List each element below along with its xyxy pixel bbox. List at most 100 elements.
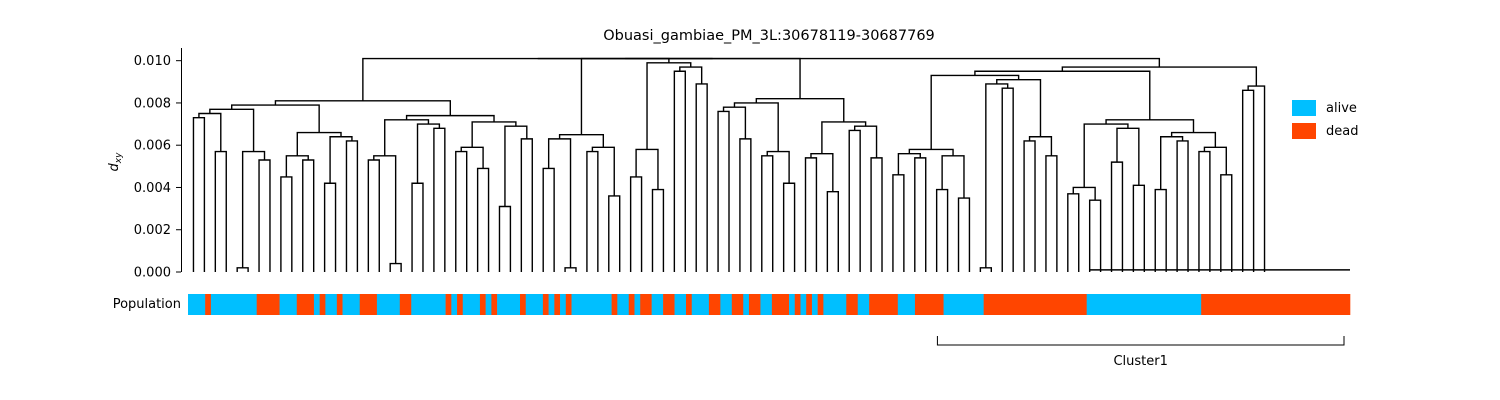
population-segment-dead (794, 294, 801, 315)
population-segment-dead (520, 294, 527, 315)
population-segment-dead (771, 294, 790, 315)
population-segment-dead (708, 294, 721, 315)
dendrogram-link (280, 176, 293, 272)
population-segment-alive (525, 294, 544, 315)
population-segment-dead (491, 294, 498, 315)
dendrogram-link (558, 133, 605, 148)
population-segment-alive (548, 294, 555, 315)
dendrogram-link (1023, 140, 1036, 272)
population-segment-alive (376, 294, 401, 315)
dendrogram-link (580, 57, 670, 135)
dendrogram-link (296, 131, 342, 156)
dendrogram-link (241, 150, 266, 268)
population-segment-dead (554, 294, 561, 315)
population-segment-dead (296, 294, 315, 315)
population-segment-dead (663, 294, 675, 315)
population-segment-alive (411, 294, 446, 315)
legend-swatch-alive (1292, 100, 1316, 116)
y-tick-label: 0.002 (134, 223, 171, 238)
dendrogram-link (717, 110, 730, 272)
dendrogram-link (373, 155, 397, 264)
dendrogram-link (274, 100, 452, 116)
population-segment-dead (983, 294, 1087, 315)
dendrogram-link (192, 117, 206, 272)
dendrogram-link (935, 188, 949, 272)
population-segment-alive (279, 294, 298, 315)
population-segment-alive (674, 294, 687, 315)
dendrogram-link (1116, 127, 1140, 186)
dendrogram-link (892, 174, 905, 272)
dendrogram-link (870, 157, 883, 272)
y-axis-label: dxy (107, 152, 124, 172)
dendrogram-link (537, 57, 1161, 68)
population-segment-dead (399, 294, 412, 315)
population-segment-alive (617, 294, 630, 315)
population-segment-dead (611, 294, 618, 315)
y-tick-label: 0.010 (134, 54, 171, 69)
dendrogram-link (1083, 123, 1129, 188)
population-segment-alive (485, 294, 492, 315)
dendrogram-link (476, 167, 490, 272)
population-segment-dead (640, 294, 652, 315)
dendrogram-link (957, 197, 971, 272)
dendrogram-link (258, 159, 271, 272)
population-segment-alive (634, 294, 641, 315)
dendrogram-link (755, 98, 845, 122)
population-segment-dead (205, 294, 212, 315)
population-segment-alive (571, 294, 612, 315)
population-bar (188, 294, 1351, 315)
dendrogram-link (985, 83, 1009, 268)
dendrogram-link (673, 70, 686, 272)
population-segment-alive (188, 294, 206, 315)
dendrogram-link (1072, 186, 1096, 201)
dendrogram-link (1160, 136, 1184, 190)
legend-label-alive: alive (1326, 101, 1357, 116)
chart-title: Obuasi_gambiae_PM_3L:30678119-30687769 (603, 28, 935, 44)
legend-swatch-dead (1292, 123, 1316, 139)
dendrogram-link (209, 108, 255, 152)
dendrogram-link (389, 262, 402, 272)
dendrogram-link (1001, 87, 1014, 272)
dendrogram-link (1176, 140, 1189, 272)
population-segment-dead (846, 294, 859, 315)
dendrogram-link (285, 155, 309, 177)
population-segment-alive (462, 294, 481, 315)
dendrogram-link (586, 150, 599, 272)
y-axis-label-main: d (107, 162, 122, 171)
cluster-bracket-line (936, 336, 1345, 346)
dendrogram-link (1154, 188, 1167, 272)
dendrogram-link (411, 182, 424, 272)
dendrogram-link (329, 136, 353, 184)
y-tick-label: 0.008 (134, 96, 171, 111)
dendrogram-link (564, 267, 577, 272)
dendrogram-link (651, 188, 665, 272)
population-segment-dead (457, 294, 464, 315)
population-segment-dead (686, 294, 693, 315)
y-tick-label: 0.004 (134, 181, 171, 196)
population-segment-alive (800, 294, 807, 315)
dendrogram-link (1045, 155, 1058, 272)
y-ticks: 0.000 0.002 0.004 0.006 0.008 0.010 (134, 54, 181, 281)
dendrogram-link (1061, 66, 1258, 87)
population-segment-alive (1086, 294, 1202, 315)
dendrogram-link (498, 205, 512, 272)
dendrogram-link (236, 267, 249, 272)
dendrogram-link (504, 125, 528, 207)
dendrogram-link (979, 267, 993, 272)
dendrogram-link (1105, 119, 1195, 133)
y-axis-label-sub: xy (114, 152, 124, 164)
population-segment-dead (319, 294, 326, 315)
dendrogram-link (433, 127, 446, 272)
population-segment-alive (760, 294, 773, 315)
dendrogram-link (782, 182, 796, 272)
population-segment-alive (342, 294, 361, 315)
dendrogram-link (416, 123, 441, 184)
dendrogram-link (1110, 161, 1124, 272)
dendrogram-link (1067, 193, 1080, 272)
dendrogram-links (192, 57, 1350, 272)
cluster-label: Cluster1 (1113, 354, 1167, 369)
population-segment-alive (325, 294, 338, 315)
population-segment-dead (542, 294, 549, 315)
population-segment-dead (628, 294, 635, 315)
